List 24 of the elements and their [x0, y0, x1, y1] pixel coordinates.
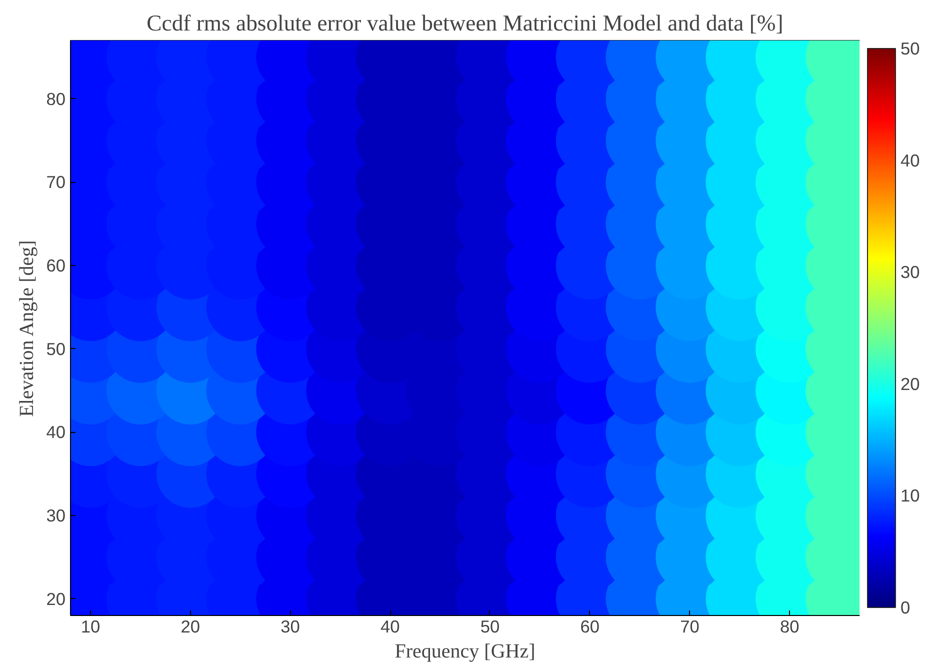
y-tick-label: 60 [46, 256, 66, 276]
y-tick-label: 70 [46, 172, 66, 192]
x-tick-label: 60 [580, 616, 600, 636]
color-bar-label: 40 [900, 150, 920, 170]
x-tick-label: 50 [480, 616, 500, 636]
x-tick-label: 70 [680, 616, 700, 636]
chart-title: Ccdf rms absolute error value between Matriccini Model and data [%] [146, 10, 784, 36]
x-tick-label: 30 [280, 616, 300, 636]
color-bar-label: 50 [900, 38, 920, 58]
x-tick-label: 40 [380, 616, 400, 636]
color-bar-label: 30 [900, 262, 920, 282]
x-axis-title: Frequency [GHz] [394, 640, 536, 662]
y-tick-label: 20 [46, 588, 66, 609]
y-tick-label: 30 [46, 506, 66, 526]
y-tick-label: 80 [46, 88, 66, 109]
x-tick-label: 80 [780, 616, 800, 636]
color-bar-label: 20 [900, 374, 920, 394]
color-bar-label: 0 [900, 598, 910, 618]
x-tick-label: 10 [80, 616, 100, 636]
x-tick-label: 20 [180, 616, 200, 636]
color-bar-label: 10 [900, 486, 920, 506]
y-tick-label: 50 [46, 338, 66, 359]
y-axis-title: Elevation Angle [deg] [16, 240, 38, 417]
y-tick-label: 40 [46, 422, 66, 442]
